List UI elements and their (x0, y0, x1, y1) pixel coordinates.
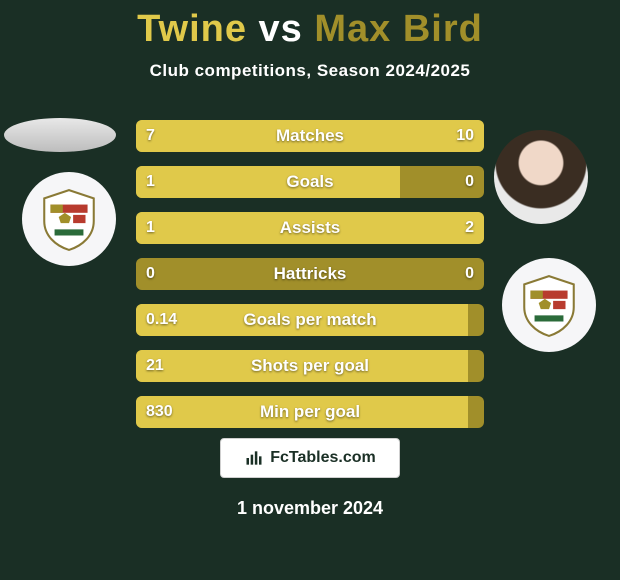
bar-left-fill (136, 304, 468, 336)
left-team-crest (22, 172, 116, 266)
bar-track (136, 258, 484, 290)
page-title: Twine vs Max Bird (0, 0, 620, 51)
stat-left-value: 1 (146, 212, 155, 244)
stat-left-value: 21 (146, 350, 164, 382)
stat-row: 830Min per goal (136, 396, 484, 428)
crest-icon (36, 186, 102, 252)
stat-row: 710Matches (136, 120, 484, 152)
bar-left-fill (136, 396, 468, 428)
subtitle: Club competitions, Season 2024/2025 (0, 61, 620, 81)
stat-right-value: 2 (465, 212, 474, 244)
brand-badge: FcTables.com (220, 438, 400, 478)
right-player-avatar (494, 130, 588, 224)
crest-icon (516, 272, 582, 338)
stat-row: 12Assists (136, 212, 484, 244)
title-left: Twine (137, 8, 247, 50)
bar-left-fill (136, 350, 468, 382)
bar-right-fill (270, 120, 484, 152)
stat-left-value: 0.14 (146, 304, 177, 336)
bar-right-fill (252, 212, 484, 244)
bar-left-fill (136, 166, 400, 198)
stat-left-value: 830 (146, 396, 173, 428)
title-right: Max Bird (314, 8, 482, 50)
footer-date: 1 november 2024 (0, 498, 620, 519)
stat-right-value: 0 (465, 258, 474, 290)
brand-label: FcTables.com (270, 449, 376, 467)
title-vs: vs (259, 8, 315, 50)
stat-row: 21Shots per goal (136, 350, 484, 382)
bar-left-fill (136, 120, 270, 152)
right-team-crest (502, 258, 596, 352)
stat-row: 00Hattricks (136, 258, 484, 290)
stat-left-value: 1 (146, 166, 155, 198)
stat-row: 0.14Goals per match (136, 304, 484, 336)
stat-right-value: 0 (465, 166, 474, 198)
chart-bars-icon (244, 448, 264, 468)
left-player-avatar (4, 118, 116, 152)
stat-left-value: 0 (146, 258, 155, 290)
stat-bars: 710Matches10Goals12Assists00Hattricks0.1… (136, 120, 484, 442)
stat-right-value: 10 (456, 120, 474, 152)
stat-left-value: 7 (146, 120, 155, 152)
stat-row: 10Goals (136, 166, 484, 198)
